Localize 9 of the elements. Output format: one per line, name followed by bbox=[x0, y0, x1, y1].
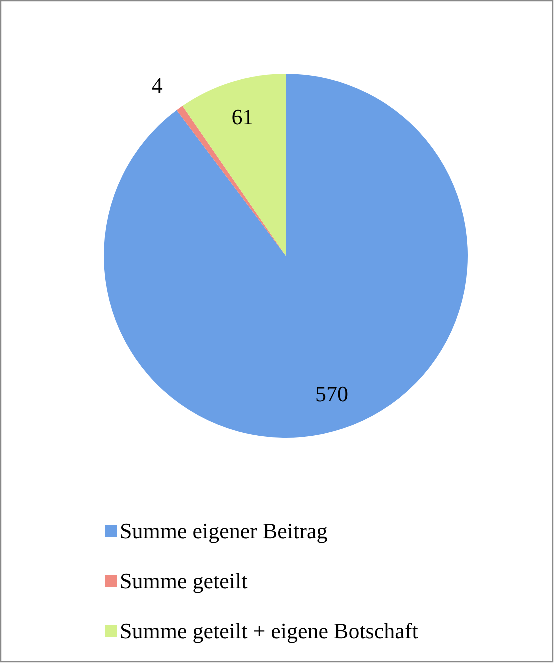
pie-slice bbox=[182, 74, 286, 256]
data-label: 570 bbox=[316, 382, 349, 407]
legend-label: Summe eigener Beitrag bbox=[120, 518, 328, 544]
pie-slice bbox=[176, 106, 286, 256]
legend-label: Summe geteilt bbox=[120, 568, 248, 594]
pie-slice bbox=[104, 74, 468, 438]
data-label: 4 bbox=[152, 73, 163, 98]
data-label: 61 bbox=[232, 104, 254, 130]
legend-label: Summe geteilt + eigene Botschaft bbox=[120, 618, 418, 644]
